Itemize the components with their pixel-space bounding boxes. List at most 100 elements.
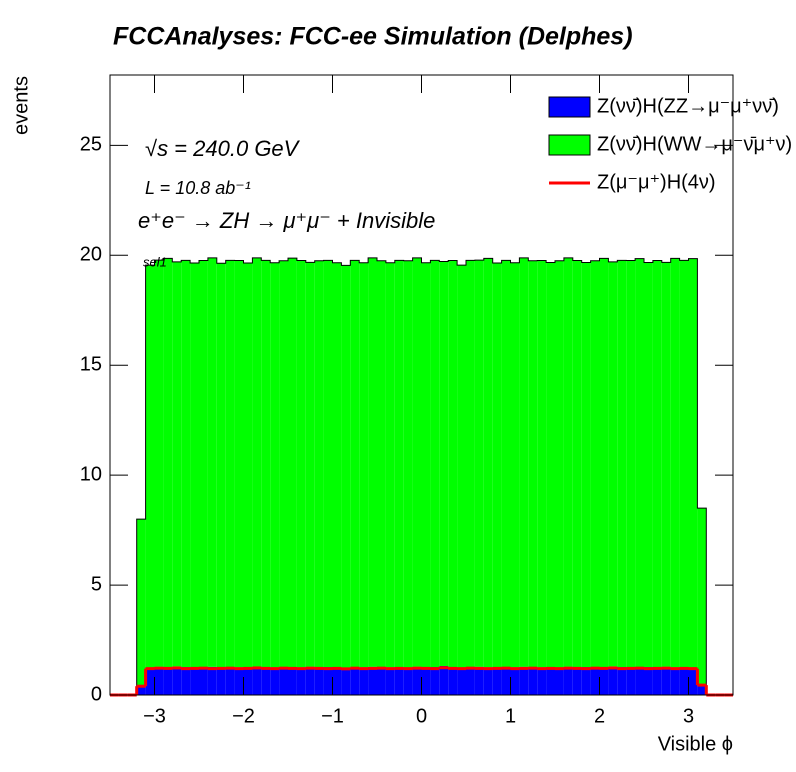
histogram-bar xyxy=(172,666,182,695)
histogram-bar xyxy=(199,260,208,668)
histogram-bar xyxy=(225,667,235,695)
histogram-bar xyxy=(412,666,422,695)
stack-outline xyxy=(110,257,733,696)
histogram-bar xyxy=(439,665,449,695)
histogram-bar xyxy=(661,262,671,667)
annotation: sel1 xyxy=(143,254,167,269)
histogram-bar xyxy=(234,667,244,695)
histogram-bar xyxy=(296,260,306,668)
histogram-bar xyxy=(288,258,297,668)
histogram-bar xyxy=(483,258,493,668)
histogram-bar xyxy=(617,260,627,668)
histogram-bar xyxy=(225,260,235,668)
y-axis-label: events xyxy=(10,76,32,135)
histogram-bar xyxy=(599,667,609,695)
histogram-bar xyxy=(581,667,591,695)
histogram-bar xyxy=(670,258,680,668)
histogram-bar xyxy=(661,666,671,695)
histogram-bar xyxy=(528,260,538,668)
histogram-bar xyxy=(537,667,547,695)
histogram-bar xyxy=(385,262,395,668)
histogram-bar xyxy=(697,508,707,685)
legend-label: Z(μ⁻μ⁺)H(4ν) xyxy=(597,171,716,193)
histogram-bar xyxy=(626,260,636,668)
x-tick-label: 2 xyxy=(594,705,605,727)
x-axis-label: Visible ϕ xyxy=(658,733,733,755)
histogram-bar xyxy=(314,667,324,695)
histogram-bar xyxy=(466,667,475,695)
histogram-bar xyxy=(546,667,555,695)
histogram-bar xyxy=(145,265,155,668)
histogram-bar xyxy=(172,261,182,667)
annotation: L = 10.8 ab⁻¹ xyxy=(145,178,251,198)
histogram-bar xyxy=(261,260,271,668)
chart-title: FCCAnalyses: FCC-ee Simulation (Delphes) xyxy=(113,23,633,51)
histogram-bar xyxy=(279,260,288,668)
histogram-bar xyxy=(279,667,288,695)
histogram-bar xyxy=(652,667,662,695)
x-tick-label: 3 xyxy=(683,705,694,727)
histogram-bar xyxy=(270,667,280,695)
histogram-bar xyxy=(216,667,226,695)
histogram-bar xyxy=(457,265,466,668)
y-tick-label: 10 xyxy=(80,463,102,485)
histogram-bar xyxy=(590,667,600,695)
histogram-bar xyxy=(555,667,564,695)
histogram-bar xyxy=(243,262,253,668)
histogram-bar xyxy=(670,667,680,695)
legend-swatch xyxy=(548,96,591,118)
histogram-bar xyxy=(350,667,360,695)
histogram-bar xyxy=(501,667,511,695)
histogram-bar xyxy=(501,260,511,668)
annotation: √s = 240.0 GeV xyxy=(145,136,301,161)
histogram-bar xyxy=(635,258,644,668)
histogram-bar xyxy=(359,667,369,695)
x-tick-label: 1 xyxy=(505,705,516,727)
histogram-bar xyxy=(305,666,315,695)
y-tick-label: 20 xyxy=(80,244,102,266)
histogram-bar xyxy=(563,666,573,695)
histogram-bar xyxy=(314,260,324,668)
histogram-bar xyxy=(608,666,618,695)
histogram-bar xyxy=(199,667,208,695)
histogram-bar xyxy=(403,667,413,695)
histogram-bar xyxy=(510,262,520,668)
histogram-bar xyxy=(617,667,627,695)
histogram-bar xyxy=(252,257,262,667)
histogram-bar xyxy=(377,667,386,695)
plot-area xyxy=(110,257,733,697)
y-tick-label: 0 xyxy=(91,683,102,705)
histogram-bar xyxy=(181,667,191,695)
histogram-bar xyxy=(546,262,555,668)
histogram-bar xyxy=(421,262,431,668)
histogram-bar xyxy=(252,666,262,695)
x-tick-label: 0 xyxy=(416,705,427,727)
histogram-bar xyxy=(243,667,253,695)
histogram-bar xyxy=(492,667,502,695)
histogram-bar xyxy=(457,667,466,695)
histogram-bar xyxy=(190,262,199,668)
histogram-bar xyxy=(385,667,395,695)
legend-swatch xyxy=(548,134,591,156)
histogram-bar xyxy=(296,667,306,695)
histogram-bar xyxy=(635,667,644,695)
histogram-bar xyxy=(359,262,369,668)
histogram-bar xyxy=(154,260,164,667)
histogram-bar xyxy=(679,260,689,668)
histogram-bar xyxy=(421,667,431,695)
histogram-bar xyxy=(581,262,591,668)
histogram-bar xyxy=(563,257,573,667)
histogram-bar xyxy=(154,666,164,695)
annotation: e⁺e⁻ → ZH → μ⁺μ⁻ + Invisible xyxy=(138,208,435,233)
histogram-bar xyxy=(510,667,520,695)
histogram-bar xyxy=(412,257,422,667)
histogram-bar xyxy=(519,257,529,667)
legend-label: Z(νν̄)H(ZZ→μ⁻μ⁺νν̄) xyxy=(597,95,779,117)
histogram-bar xyxy=(403,260,413,668)
histogram-bar xyxy=(474,260,484,667)
histogram-bar xyxy=(430,667,440,695)
histogram-bar xyxy=(341,667,351,695)
histogram-bar xyxy=(644,667,653,695)
histogram-bar xyxy=(537,260,547,668)
histogram-bar xyxy=(483,667,493,695)
